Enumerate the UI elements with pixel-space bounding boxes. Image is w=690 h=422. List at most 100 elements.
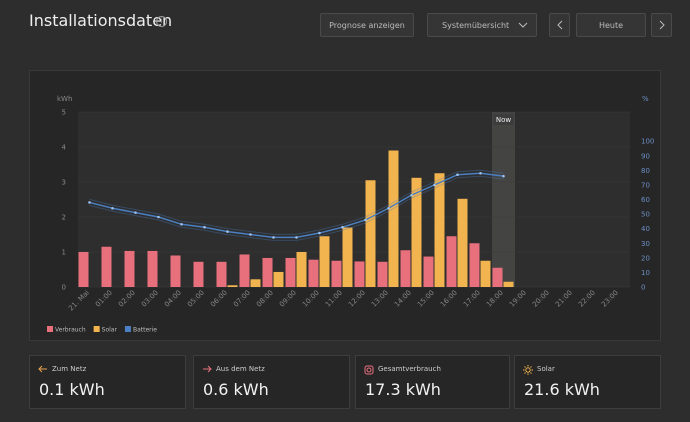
x-tick-label: 02:00 [117, 289, 137, 309]
chevron [518, 22, 528, 28]
battery-point [295, 236, 298, 239]
y-axis-label: kWh [57, 95, 72, 103]
bar [308, 259, 319, 287]
bar [170, 255, 181, 287]
y2-tick-label: 100 [641, 138, 654, 146]
view-select[interactable]: Systemübersicht [427, 13, 537, 37]
card-label: Solar [537, 365, 555, 373]
battery-point [387, 206, 390, 210]
x-tick-label: 06:00 [209, 289, 229, 309]
plot-area [78, 112, 630, 287]
bar [296, 252, 307, 287]
x-tick-label: 07:00 [232, 289, 252, 309]
icon [38, 365, 47, 373]
legend-label: Solar [102, 327, 118, 334]
y2-tick-label: 30 [641, 240, 650, 248]
bar [101, 246, 112, 287]
card: Zum Netz 0.1 kWh [29, 355, 186, 409]
battery-point [157, 215, 160, 219]
bar [331, 260, 342, 287]
x-tick-label: 03:00 [140, 289, 160, 309]
battery-point [410, 193, 413, 197]
y-tick-label: 3 [62, 179, 66, 187]
battery-point [341, 225, 344, 229]
x-tick-label: 10:00 [301, 289, 321, 309]
x-tick-label: 17:00 [462, 289, 482, 309]
x-tick-label: 20:00 [531, 289, 551, 309]
bar [285, 257, 296, 287]
x-tick-label: 21. Mai [67, 289, 91, 313]
x-tick-label: 18:00 [485, 289, 505, 309]
y-tick-label: 4 [62, 144, 67, 152]
legend-label: Batterie [133, 327, 157, 334]
x-tick-label: 15:00 [416, 289, 436, 309]
y-tick-label: 1 [62, 249, 66, 257]
today-button[interactable]: Heute [576, 13, 646, 37]
page-title: Installationsdaten [29, 11, 173, 30]
bar [457, 198, 468, 287]
battery-point [318, 231, 321, 235]
card: Solar 21.6 kWh [514, 355, 661, 409]
battery-point [249, 233, 252, 236]
icon [523, 365, 533, 375]
bar [239, 254, 250, 287]
card-label: Gesamtverbrauch [378, 365, 441, 373]
x-tick-label: 12:00 [347, 289, 367, 309]
view-select-text: Systemübersicht [442, 20, 510, 30]
x-tick-label: 14:00 [393, 289, 413, 309]
card-value: 21.6 kWh [524, 380, 600, 399]
y-tick-label: 0 [62, 284, 66, 292]
bar [377, 261, 388, 287]
bar [411, 177, 422, 287]
next-button[interactable] [651, 13, 672, 37]
x-tick-label: 23:00 [600, 289, 620, 309]
battery-point [433, 183, 436, 187]
y2-tick-label: 50 [641, 211, 650, 219]
info-icon[interactable]: i [156, 16, 167, 27]
next-icon [659, 20, 665, 30]
bar [388, 150, 399, 287]
icon [203, 365, 212, 373]
bar [216, 261, 227, 287]
icon [364, 365, 374, 375]
battery-point [88, 201, 91, 204]
card-label: Aus dem Netz [216, 365, 265, 373]
battery-point [502, 174, 505, 178]
card-value: 0.6 kWh [203, 380, 269, 399]
x-tick-label: 05:00 [186, 289, 206, 309]
battery-point [479, 171, 482, 175]
legend-swatch [124, 326, 131, 332]
bar [147, 250, 158, 287]
y2-tick-label: 90 [641, 152, 650, 160]
card-value: 0.1 kWh [39, 380, 105, 399]
y2-axis-label: % [642, 95, 649, 103]
x-tick-label: 13:00 [370, 289, 390, 309]
card-label: Zum Netz [52, 365, 87, 373]
y2-tick-label: 70 [641, 181, 650, 189]
legend-label: Verbrauch [55, 327, 86, 334]
battery-point [203, 225, 206, 229]
now-badge [493, 114, 514, 125]
battery-band [89, 175, 504, 241]
x-tick-label: 01:00 [94, 289, 114, 309]
x-tick-label: 08:00 [255, 289, 275, 309]
bar [365, 180, 376, 287]
y2-tick-label: 0 [641, 284, 645, 292]
bar [446, 236, 457, 287]
battery-point [111, 206, 114, 210]
forecast-button[interactable]: Prognose anzeigen [320, 13, 414, 37]
card-value: 17.3 kWh [365, 380, 441, 399]
bar [469, 243, 480, 287]
x-tick-label: 04:00 [163, 289, 183, 309]
y2-tick-label: 10 [641, 269, 650, 277]
now-band [492, 112, 515, 287]
y2-tick-label: 20 [641, 254, 650, 262]
x-tick-label: 16:00 [439, 289, 459, 309]
x-tick-label: 22:00 [577, 289, 597, 309]
bar [480, 260, 491, 287]
bar [400, 250, 411, 287]
y2-tick-label: 40 [641, 225, 650, 233]
prev-button[interactable] [549, 13, 570, 37]
